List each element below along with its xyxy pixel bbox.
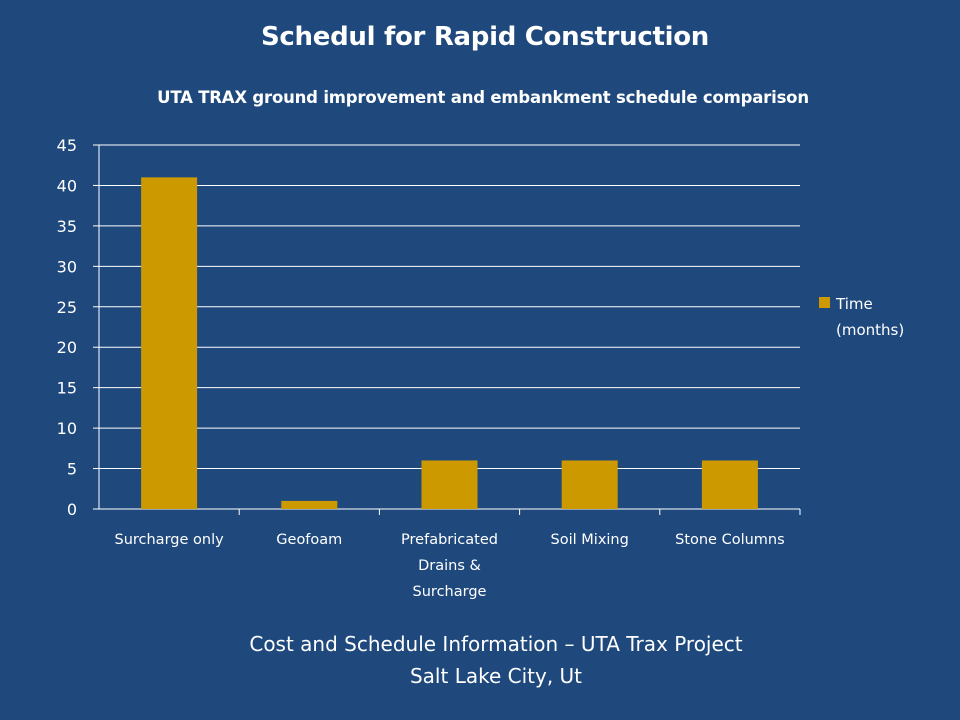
legend-swatch <box>819 297 830 308</box>
caption-line-2: Salt Lake City, Ut <box>409 664 583 688</box>
y-tick-label: 20 <box>57 338 77 357</box>
x-tick-label: Prefabricated <box>401 532 498 548</box>
bar <box>701 460 758 509</box>
y-tick-label: 35 <box>57 217 77 236</box>
y-tick-label: 10 <box>57 419 77 438</box>
x-tick-label: Drains & <box>418 558 481 574</box>
slide-title: Schedul for Rapid Construction <box>261 22 709 52</box>
bar <box>421 460 478 509</box>
y-tick-label: 45 <box>57 136 77 155</box>
bar <box>141 177 198 509</box>
legend-label: Time <box>835 295 873 313</box>
legend-label: (months) <box>836 321 904 339</box>
x-tick-label: Soil Mixing <box>551 532 629 548</box>
y-tick-label: 40 <box>57 176 77 195</box>
y-tick-label: 5 <box>67 460 77 479</box>
y-tick-label: 0 <box>67 500 77 519</box>
y-tick-label: 15 <box>57 379 77 398</box>
x-tick-label: Stone Columns <box>675 532 785 548</box>
bar <box>561 460 618 509</box>
y-tick-label: 30 <box>57 257 77 276</box>
chart-title: UTA TRAX ground improvement and embankme… <box>157 88 809 107</box>
caption-line-1: Cost and Schedule Information – UTA Trax… <box>249 632 743 656</box>
bar <box>281 500 338 509</box>
y-tick-label: 25 <box>57 298 77 317</box>
x-tick-label: Geofoam <box>276 532 342 548</box>
x-tick-label: Surcharge only <box>114 532 224 548</box>
x-tick-label: Surcharge <box>413 584 487 600</box>
